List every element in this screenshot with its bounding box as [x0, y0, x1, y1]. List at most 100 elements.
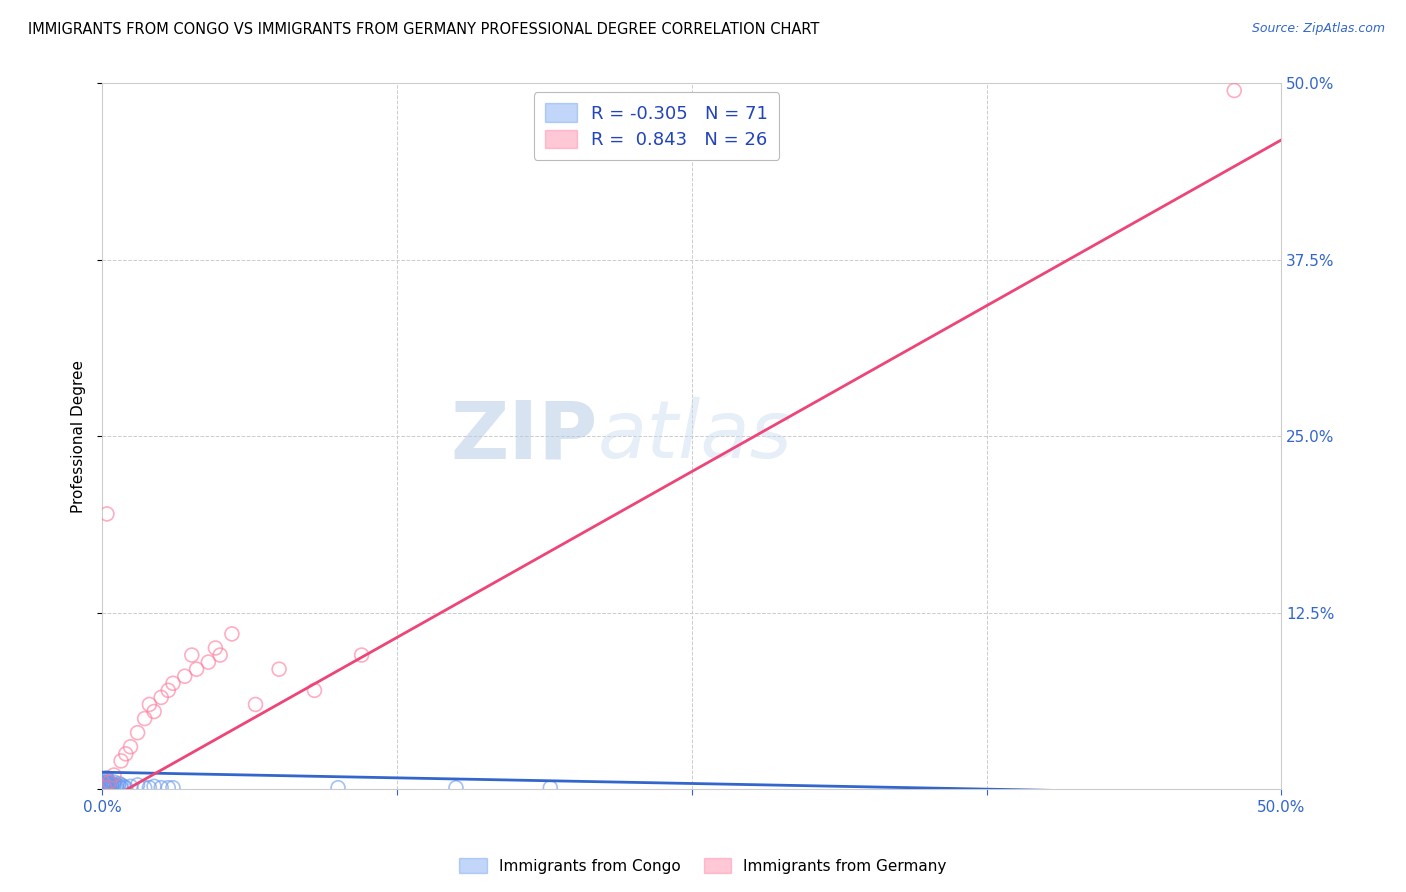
- Point: [150, 780, 173, 795]
- Point: [93, 780, 115, 795]
- Point: [162, 780, 184, 795]
- Legend: Immigrants from Congo, Immigrants from Germany: Immigrants from Congo, Immigrants from G…: [453, 852, 953, 880]
- Point: [96, 771, 118, 785]
- Point: [105, 780, 128, 795]
- Point: [98, 778, 121, 792]
- Point: [110, 780, 132, 795]
- Point: [96, 775, 118, 789]
- Point: [93, 780, 115, 795]
- Point: [120, 780, 142, 794]
- Point: [98, 775, 121, 789]
- Point: [96, 507, 118, 521]
- Point: [150, 690, 173, 705]
- Point: [186, 662, 208, 676]
- Point: [127, 778, 149, 792]
- Point: [304, 683, 326, 698]
- Point: [110, 754, 132, 768]
- Point: [326, 780, 349, 795]
- Point: [96, 778, 118, 792]
- Point: [221, 627, 243, 641]
- Point: [100, 778, 122, 792]
- Point: [96, 773, 118, 788]
- Point: [157, 683, 180, 698]
- Point: [157, 780, 180, 795]
- Point: [143, 780, 166, 794]
- Point: [538, 780, 561, 795]
- Point: [93, 780, 115, 795]
- Point: [93, 775, 115, 789]
- Point: [98, 776, 121, 790]
- Point: [93, 778, 115, 792]
- Point: [93, 778, 115, 792]
- Point: [96, 780, 118, 794]
- Point: [245, 698, 267, 712]
- Point: [93, 780, 115, 794]
- Point: [96, 772, 118, 787]
- Point: [197, 655, 219, 669]
- Legend: R = -0.305   N = 71, R =  0.843   N = 26: R = -0.305 N = 71, R = 0.843 N = 26: [534, 93, 779, 160]
- Point: [107, 776, 129, 790]
- Point: [96, 780, 118, 795]
- Point: [110, 778, 132, 792]
- Point: [93, 780, 115, 794]
- Point: [93, 780, 115, 794]
- Point: [107, 780, 129, 794]
- Point: [96, 776, 118, 790]
- Point: [93, 780, 115, 795]
- Point: [96, 780, 118, 794]
- Point: [93, 780, 115, 795]
- Point: [100, 780, 122, 794]
- Point: [93, 778, 115, 792]
- Point: [93, 780, 115, 795]
- Point: [100, 780, 122, 795]
- Point: [134, 780, 156, 795]
- Text: Source: ZipAtlas.com: Source: ZipAtlas.com: [1251, 22, 1385, 36]
- Point: [103, 778, 125, 792]
- Point: [114, 747, 136, 761]
- Point: [173, 669, 195, 683]
- Point: [105, 778, 128, 792]
- Point: [103, 775, 125, 789]
- Point: [1223, 83, 1246, 97]
- Point: [93, 780, 115, 794]
- Point: [93, 780, 115, 795]
- Point: [93, 780, 115, 795]
- Point: [209, 648, 232, 662]
- Point: [103, 780, 125, 794]
- Point: [180, 648, 202, 662]
- Point: [93, 780, 115, 795]
- Point: [93, 780, 115, 795]
- Point: [93, 780, 115, 794]
- Point: [96, 780, 118, 795]
- Text: IMMIGRANTS FROM CONGO VS IMMIGRANTS FROM GERMANY PROFESSIONAL DEGREE CORRELATION: IMMIGRANTS FROM CONGO VS IMMIGRANTS FROM…: [28, 22, 820, 37]
- Point: [93, 780, 115, 795]
- Point: [93, 780, 115, 795]
- Point: [100, 776, 122, 790]
- Point: [138, 698, 160, 712]
- Point: [350, 648, 373, 662]
- Point: [127, 725, 149, 739]
- Point: [93, 780, 115, 795]
- Y-axis label: Professional Degree: Professional Degree: [72, 359, 86, 513]
- Point: [93, 780, 115, 795]
- Point: [112, 780, 135, 794]
- Point: [143, 705, 166, 719]
- Point: [162, 676, 184, 690]
- Point: [267, 662, 290, 676]
- Point: [93, 780, 115, 795]
- Point: [93, 780, 115, 794]
- Point: [93, 778, 115, 792]
- Point: [93, 776, 115, 790]
- Point: [93, 776, 115, 790]
- Text: ZIP: ZIP: [450, 397, 598, 475]
- Point: [93, 780, 115, 794]
- Point: [103, 768, 125, 782]
- Point: [98, 780, 121, 794]
- Point: [444, 780, 467, 795]
- Point: [134, 712, 156, 726]
- Point: [120, 739, 142, 754]
- Point: [98, 780, 121, 795]
- Point: [98, 775, 121, 789]
- Point: [114, 780, 136, 795]
- Text: atlas: atlas: [598, 397, 792, 475]
